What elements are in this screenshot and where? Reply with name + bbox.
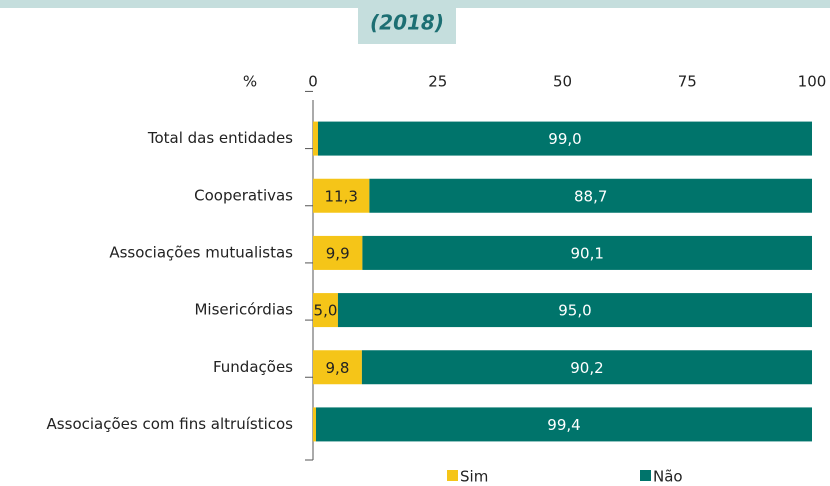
x-tick-label: 100 [798, 73, 827, 91]
value-label: 90,2 [570, 359, 603, 377]
category-label: Cooperativas [194, 186, 293, 204]
bar-segment [313, 407, 316, 442]
value-label: 90,1 [570, 244, 603, 262]
legend-swatch [640, 470, 651, 481]
legend-label: Sim [460, 468, 488, 486]
x-tick-label: 0 [308, 73, 318, 91]
value-label: 9,8 [326, 359, 350, 377]
unit-label: % [243, 73, 257, 91]
x-tick-label: 75 [678, 73, 697, 91]
bar-segment [362, 235, 812, 270]
chart-title: (2018) [370, 11, 444, 35]
legend-label: Não [653, 468, 683, 486]
category-label: Fundações [213, 358, 293, 376]
value-label: 99,4 [547, 416, 580, 434]
value-label: 9,9 [326, 244, 350, 262]
bar-segment [313, 350, 362, 385]
category-label: Associações mutualistas [109, 243, 293, 261]
bar-segment [315, 407, 812, 442]
legend-swatch [447, 470, 458, 481]
bar-segment [317, 121, 812, 156]
bar-segment [313, 293, 338, 328]
bar-segment [361, 350, 812, 385]
x-tick-label: 50 [553, 73, 572, 91]
bar-segment [313, 121, 318, 156]
value-label: 95,0 [558, 302, 591, 320]
bar-segment [369, 178, 812, 213]
bar-segment [337, 293, 812, 328]
value-label: 99,0 [548, 130, 581, 148]
x-tick-label: 25 [428, 73, 447, 91]
title-box [358, 0, 456, 44]
category-label: Associações com fins altruísticos [47, 415, 294, 433]
category-label: Misericórdias [194, 301, 293, 319]
value-label: 5,0 [314, 302, 338, 320]
category-label: Total das entidades [147, 129, 293, 147]
bar-segment [313, 235, 363, 270]
value-label: 88,7 [574, 187, 607, 205]
value-label: 11,3 [324, 187, 357, 205]
bar-segment [313, 178, 370, 213]
